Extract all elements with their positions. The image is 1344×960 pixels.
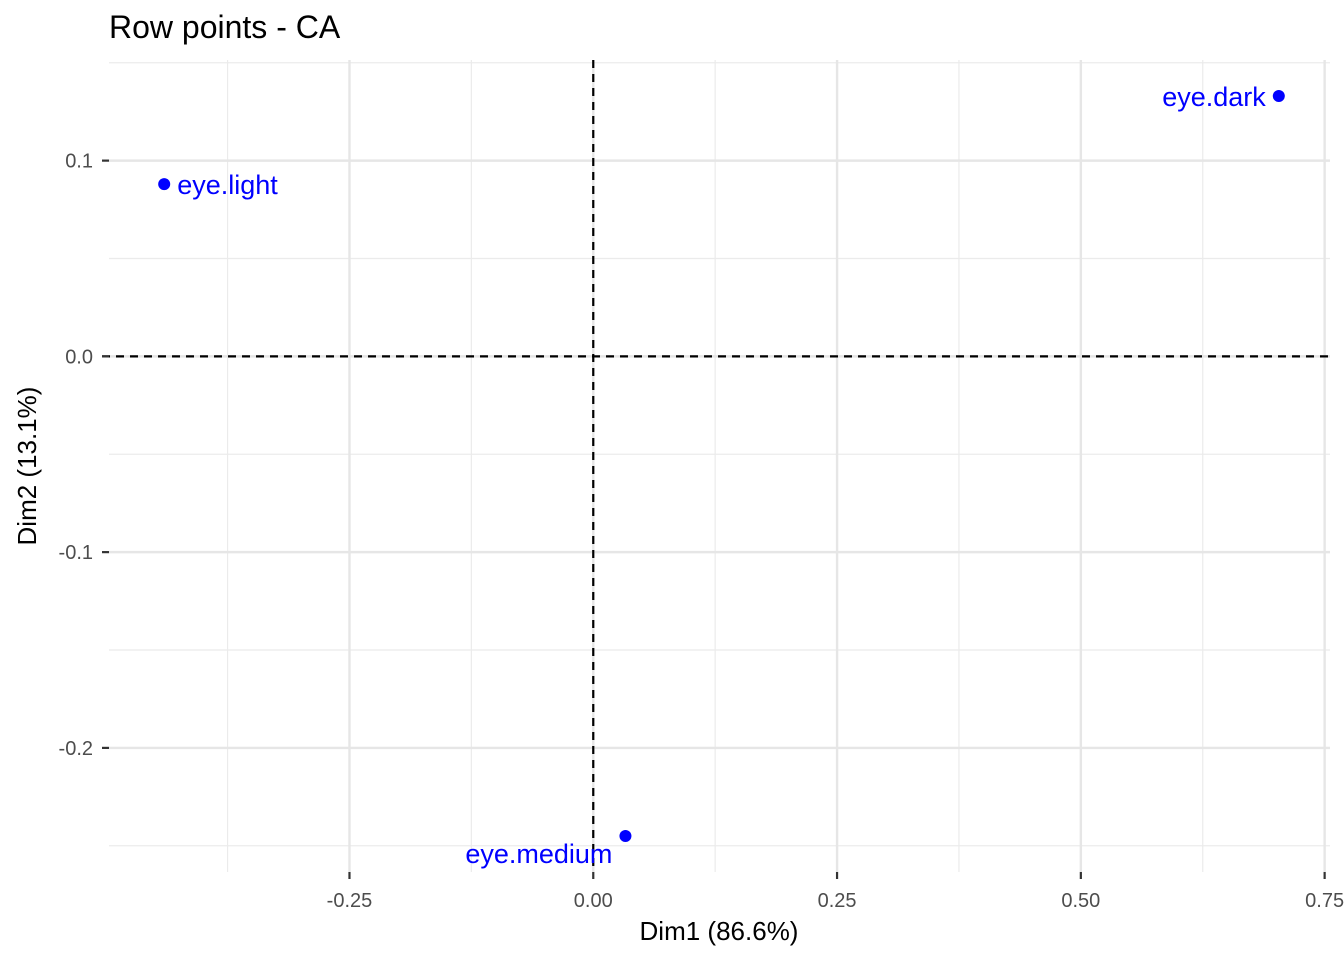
y-tick-label: -0.2 (59, 738, 93, 760)
y-tick-label: -0.1 (59, 542, 93, 564)
y-axis-title: Dim2 (13.1%) (12, 387, 42, 546)
reference-lines (102, 60, 1330, 872)
x-tick-label: -0.25 (327, 890, 373, 912)
data-point-eye-dark (1272, 90, 1285, 103)
point-label-eye-dark: eye.dark (1162, 82, 1266, 112)
chart-title: Row points - CA (109, 9, 341, 45)
x-tick-label: 0.00 (574, 890, 613, 912)
point-label-eye-light: eye.light (177, 170, 278, 200)
data-point-eye-light (158, 178, 171, 191)
major-grid (109, 60, 1330, 872)
point-label-eye-medium: eye.medium (465, 839, 612, 869)
minor-grid (109, 60, 1330, 872)
data-point-eye-medium (619, 829, 632, 842)
x-tick-label: 0.25 (818, 890, 857, 912)
y-tick-label: 0.1 (65, 151, 93, 173)
x-tick-label: 0.50 (1061, 890, 1100, 912)
data-points: eye.light eye.dark eye.medium (158, 82, 1285, 869)
x-tick-label: 0.75 (1305, 890, 1344, 912)
y-tick-label: 0.0 (65, 346, 93, 368)
x-axis-title: Dim1 (86.6%) (640, 916, 799, 946)
axis-ticks: -0.25 0.00 0.25 0.50 0.75 -0.2 -0.1 0.0 0.1 (59, 151, 1344, 912)
